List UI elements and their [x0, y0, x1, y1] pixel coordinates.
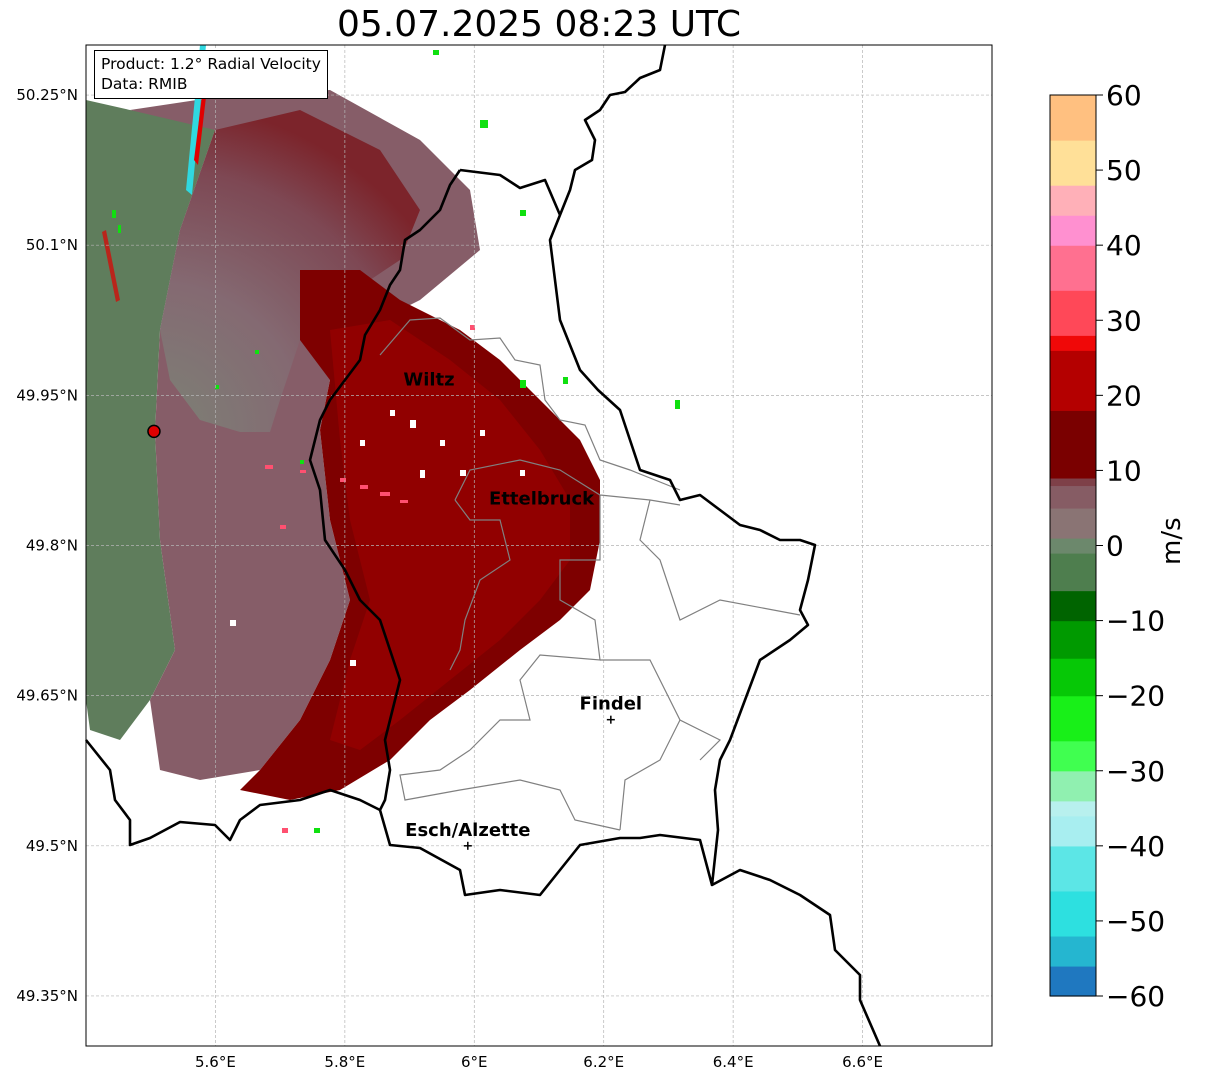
- colorbar-tick-label: −10: [1106, 605, 1165, 638]
- latitude-ticks: 50.25°N 50.1°N 49.95°N 49.8°N 49.65°N 49.5°N 4…: [16, 86, 78, 1005]
- lat-tick-label: 49.35°N: [16, 987, 78, 1005]
- colorbar-band: [1050, 290, 1096, 336]
- colorbar-band: [1050, 695, 1096, 742]
- colorbar-band: [1050, 185, 1096, 216]
- place-label: Ettelbruck: [489, 488, 595, 509]
- colorbar-band: [1050, 845, 1096, 892]
- velocity-negative-region: [86, 100, 215, 740]
- colorbar-band: [1050, 890, 1096, 937]
- data-source-label: Data: RMIB: [101, 75, 188, 93]
- place-label: Wiltz: [403, 369, 454, 390]
- axes-frame: [85, 44, 993, 1047]
- colorbar-band: [1050, 658, 1096, 697]
- lat-tick-label: 49.95°N: [16, 386, 78, 404]
- lon-tick-label: 6.6°E: [842, 1053, 883, 1071]
- place-ettelbruck: Ettelbruck: [489, 488, 595, 509]
- echo-specks-white: [230, 410, 525, 666]
- colorbar-band: [1050, 477, 1096, 487]
- colorbar-tick-label: −20: [1106, 680, 1165, 713]
- colorbar-band: [1050, 245, 1096, 291]
- colorbar-tick-label: 60: [1106, 79, 1142, 112]
- lat-tick-label: 49.5°N: [26, 837, 78, 855]
- lon-tick-label: 6°E: [461, 1053, 488, 1071]
- colorbar-band: [1050, 537, 1096, 554]
- place-findel: Findel: [580, 694, 643, 724]
- colorbar: 60 50 40 30 20 10 0 −10 −20 −30 −40 −50 −60: [1049, 79, 1165, 1013]
- canton-boundaries: [379, 317, 801, 831]
- colorbar-unit-label: m/s: [1157, 517, 1187, 565]
- colorbar-ticks: 60 50 40 30 20 10 0 −10 −20 −30 −40 −50 −60: [1096, 79, 1165, 1013]
- colorbar-band: [1050, 140, 1096, 186]
- colorbar-tick-label: −30: [1106, 755, 1165, 788]
- echo-specks: [265, 325, 475, 833]
- colorbar-tick-label: 20: [1106, 379, 1142, 412]
- colorbar-band: [1050, 335, 1096, 351]
- grid-lines: [86, 45, 992, 1046]
- longitude-ticks: 5.6°E 5.8°E 6°E 6.2°E 6.4°E 6.6°E: [195, 1053, 883, 1071]
- lon-tick-label: 6.4°E: [713, 1053, 754, 1071]
- lon-tick-label: 6.2°E: [583, 1053, 624, 1071]
- colorbar-band: [1050, 965, 1096, 997]
- lon-tick-label: 5.8°E: [324, 1053, 365, 1071]
- colorbar-band: [1050, 553, 1096, 592]
- colorbar-band: [1050, 410, 1096, 479]
- colorbar-band: [1050, 620, 1096, 659]
- product-label: Product: 1.2° Radial Velocity: [101, 55, 321, 73]
- echo-specks-green: [112, 50, 680, 833]
- colorbar-band: [1050, 507, 1096, 539]
- place-label: Findel: [580, 694, 643, 715]
- colorbar-band: [1050, 815, 1096, 847]
- lat-tick-label: 50.25°N: [16, 86, 78, 104]
- colorbar-tick-label: 30: [1106, 304, 1142, 337]
- place-labels: Wiltz Ettelbruck Findel Esch/Alzette: [403, 369, 643, 850]
- colorbar-tick-label: 40: [1106, 229, 1142, 262]
- place-wiltz: Wiltz: [403, 369, 454, 390]
- colorbar-band: [1050, 800, 1096, 817]
- colorbar-tick-label: 50: [1106, 154, 1142, 187]
- colorbar-band: [1050, 770, 1096, 802]
- radar-site-marker: [147, 424, 161, 439]
- colorbar-bands: [1050, 95, 1096, 997]
- product-info-box: Product: 1.2° Radial Velocity Data: RMIB: [94, 50, 328, 99]
- colorbar-tick-label: −40: [1106, 830, 1165, 863]
- colorbar-tick-label: 10: [1106, 454, 1142, 487]
- national-borders: [84, 44, 882, 1047]
- lon-tick-label: 5.6°E: [195, 1053, 236, 1071]
- colorbar-band: [1050, 935, 1096, 967]
- colorbar-band: [1050, 215, 1096, 246]
- colorbar-band: [1050, 740, 1096, 772]
- colorbar-tick-label: 0: [1106, 530, 1124, 563]
- place-esch-alzette: Esch/Alzette: [405, 820, 530, 850]
- lat-tick-label: 49.8°N: [26, 537, 78, 555]
- lat-tick-label: 50.1°N: [26, 236, 78, 254]
- colorbar-band: [1050, 485, 1096, 509]
- map-title: 05.07.2025 08:23 UTC: [336, 4, 742, 45]
- colorbar-band: [1050, 95, 1096, 141]
- colorbar-band: [1050, 350, 1096, 411]
- colorbar-tick-label: −60: [1106, 980, 1165, 1013]
- lat-tick-label: 49.65°N: [16, 687, 78, 705]
- place-label: Esch/Alzette: [405, 820, 530, 841]
- colorbar-band: [1050, 590, 1096, 622]
- colorbar-tick-label: −50: [1106, 905, 1165, 938]
